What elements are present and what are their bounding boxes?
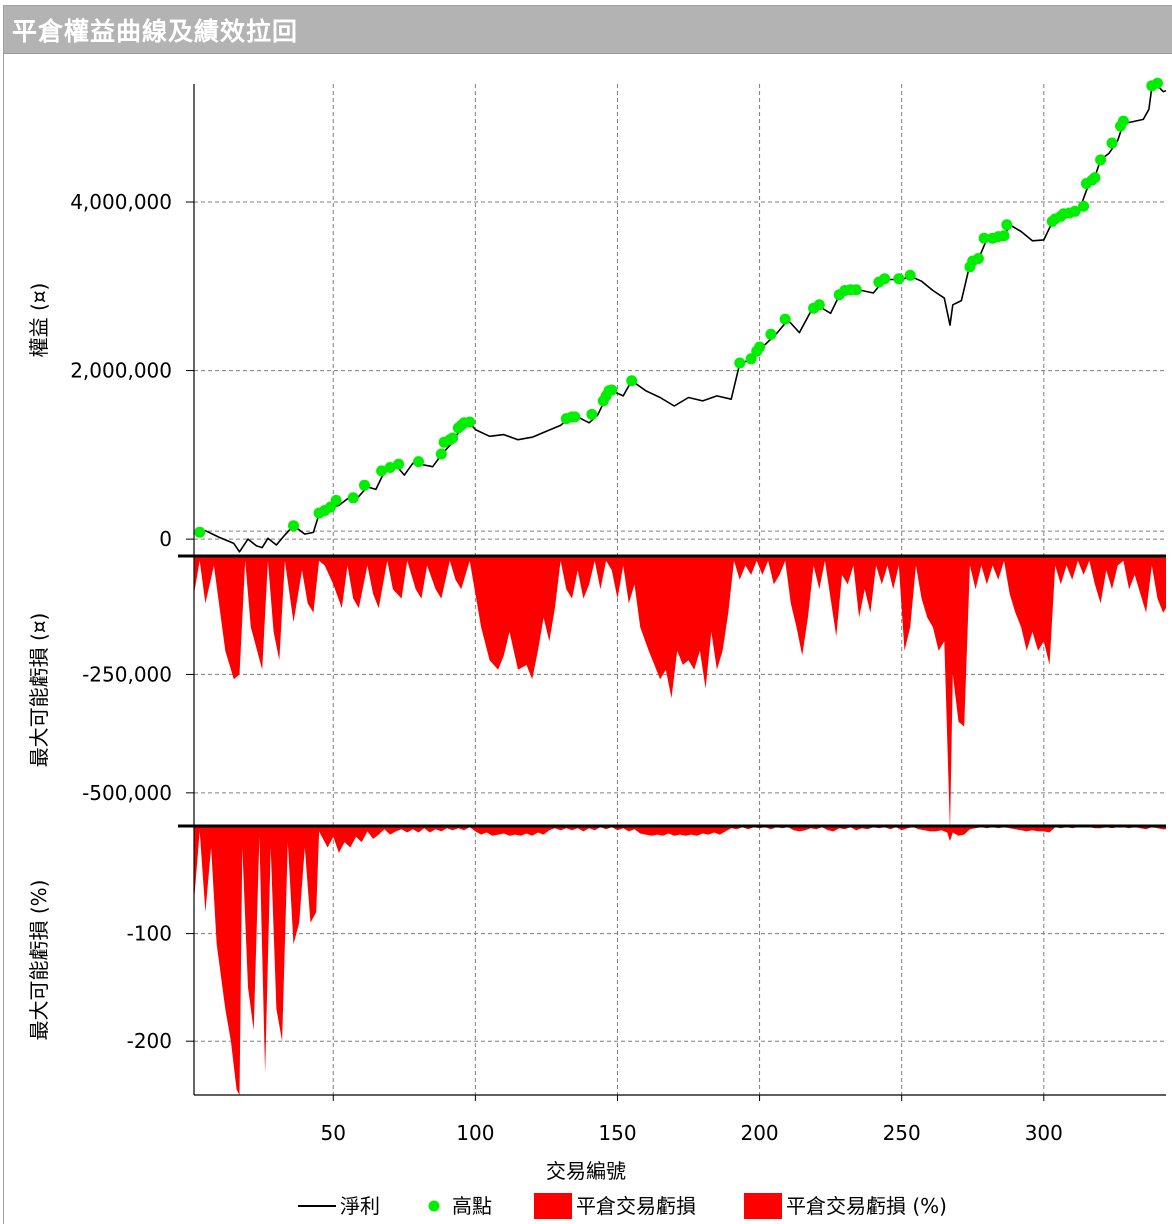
y-axis-label: 最大可能虧損 (%) <box>27 880 51 1041</box>
y-tick-label: -250,000 <box>82 662 172 686</box>
legend-item: 平倉交易虧損 <box>534 1193 696 1219</box>
legend-item: 淨利 <box>298 1194 380 1218</box>
peak-marker <box>447 432 459 444</box>
x-tick-label: 100 <box>456 1121 494 1145</box>
window-frame <box>3 5 1172 1224</box>
peak-marker <box>904 269 916 281</box>
peak-marker <box>413 456 424 468</box>
peak-marker <box>879 273 891 285</box>
peak-marker <box>745 353 757 365</box>
y-tick-label: 4,000,000 <box>70 190 172 214</box>
peak-marker <box>754 341 766 353</box>
peak-marker <box>1106 137 1118 149</box>
legend-label: 淨利 <box>340 1194 380 1218</box>
window-title: 平倉權益曲線及績效拉回 <box>12 17 299 46</box>
y-tick-label: -200 <box>127 1029 172 1053</box>
peak-marker <box>1069 205 1081 217</box>
peak-marker <box>978 232 990 244</box>
x-tick-label: 200 <box>740 1121 778 1145</box>
peak-marker <box>626 375 638 387</box>
y-axis-label: 最大可能虧損 (¤) <box>27 613 51 768</box>
x-tick-label: 50 <box>321 1121 346 1145</box>
peak-marker <box>1089 172 1101 184</box>
y-tick-label: -100 <box>127 922 172 946</box>
legend-swatch-dot <box>428 1200 440 1212</box>
peak-marker <box>330 494 342 506</box>
x-tick-label: 250 <box>883 1121 921 1145</box>
peak-marker <box>893 273 905 285</box>
peak-marker <box>359 479 370 491</box>
peak-marker <box>1095 154 1107 166</box>
legend-item: 高點 <box>428 1194 492 1218</box>
equity-line-layer <box>193 84 1167 553</box>
drawdown-fill-layer <box>194 556 1166 1095</box>
x-tick-label: 150 <box>598 1121 636 1145</box>
peak-marker <box>734 357 746 369</box>
drawdown-area <box>194 826 1166 1095</box>
legend-swatch-box <box>744 1193 782 1219</box>
y-tick-label: 2,000,000 <box>70 359 172 383</box>
peak-marker <box>1117 115 1129 127</box>
grid-layer <box>194 84 1166 1095</box>
legend-label: 平倉交易虧損 <box>576 1194 696 1218</box>
peak-marker <box>779 313 791 325</box>
peak-marker <box>998 230 1010 242</box>
equity-line <box>193 84 1167 553</box>
peak-marker <box>606 384 618 396</box>
peak-marker <box>586 408 598 420</box>
peak-marker <box>194 526 206 538</box>
peak-marker-layer <box>194 77 1163 538</box>
peak-marker <box>850 284 862 296</box>
peak-marker <box>435 448 447 460</box>
peak-marker <box>1152 77 1163 89</box>
peak-marker <box>1001 219 1013 231</box>
peak-marker <box>347 492 359 504</box>
peak-marker <box>765 328 777 340</box>
peak-marker <box>288 520 299 532</box>
peak-marker <box>376 465 388 477</box>
y-tick-label: 0 <box>159 527 172 551</box>
window-titlebar: 平倉權益曲線及績效拉回 <box>4 6 1172 54</box>
legend-swatch-box <box>534 1193 572 1219</box>
y-tick-label: -500,000 <box>82 781 172 805</box>
peak-marker <box>384 462 396 473</box>
drawdown-area <box>194 556 1166 831</box>
legend-label: 平倉交易虧損 (%) <box>786 1194 947 1218</box>
y-axis-label: 權益 (¤) <box>27 283 51 358</box>
x-tick-label: 300 <box>1025 1121 1063 1145</box>
peak-marker <box>1078 200 1090 212</box>
legend-label: 高點 <box>452 1194 492 1218</box>
peak-marker <box>972 253 984 264</box>
legend-item: 平倉交易虧損 (%) <box>744 1193 947 1219</box>
axis-layer <box>178 84 1166 1101</box>
legend: 淨利 高點 平倉交易虧損 平倉交易虧損 (%) <box>298 1193 947 1219</box>
peak-marker <box>813 299 825 311</box>
peak-marker <box>569 411 581 423</box>
peak-marker <box>393 458 405 470</box>
peak-marker <box>464 416 476 428</box>
label-layer: 0 2,000,000 4,000,000 權益 (¤) -250,000 -500,00… <box>27 190 1063 1183</box>
x-axis-label: 交易編號 <box>546 1159 626 1183</box>
